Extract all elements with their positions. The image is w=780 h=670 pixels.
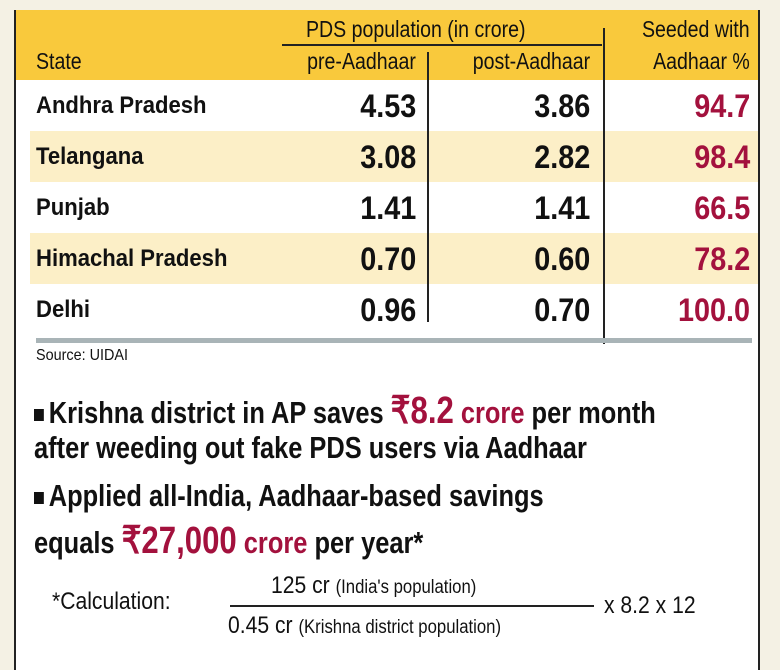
- post-aadhaar-value: 0.60: [533, 241, 590, 277]
- state-name: Delhi: [36, 296, 90, 323]
- bullet-amount: ₹8.2: [390, 390, 454, 432]
- state-name: Punjab: [36, 194, 110, 221]
- bullet-square-icon: [34, 408, 44, 421]
- calc-den-value: 0.45 cr: [228, 612, 293, 639]
- bullet-1-line-2: after weeding out fake PDS users via Aad…: [34, 430, 587, 465]
- pre-aadhaar-value: 3.08: [359, 139, 416, 175]
- seeded-percent-value: 94.7: [693, 88, 750, 124]
- calc-tail: x 8.2 x 12: [604, 592, 696, 619]
- header-seeded-2: Aadhaar %: [653, 48, 750, 74]
- header-group: PDS population (in crore): [306, 16, 526, 42]
- post-aadhaar-value: 2.82: [533, 139, 590, 175]
- bullet-1-line-1: Krishna district in AP saves ₹8.2 crore …: [34, 388, 656, 433]
- bullet-square-icon: [34, 491, 44, 504]
- bullet-text: per month: [524, 395, 656, 430]
- calc-num-value: 125 cr: [271, 572, 330, 599]
- table-row: Delhi 0.96 0.70 100.0: [16, 284, 758, 335]
- pre-aadhaar-value: 4.53: [359, 88, 416, 124]
- divider-pre-post: [427, 52, 429, 322]
- table-header: State PDS population (in crore) pre-Aadh…: [16, 10, 758, 80]
- calc-label: *Calculation:: [52, 588, 171, 615]
- table-row: Himachal Pradesh 0.70 0.60 78.2: [30, 233, 758, 284]
- separator-bar: [36, 338, 752, 343]
- seeded-percent-value: 66.5: [693, 190, 750, 226]
- seeded-percent-value: 98.4: [693, 139, 750, 175]
- seeded-percent-value: 100.0: [677, 292, 750, 328]
- table-row: Telangana 3.08 2.82 98.4: [30, 131, 758, 182]
- pre-aadhaar-value: 0.96: [359, 292, 416, 328]
- calc-numerator: 125 cr (India's population): [271, 572, 476, 600]
- state-name: Telangana: [36, 143, 144, 170]
- pre-aadhaar-value: 1.41: [359, 190, 416, 226]
- bullet-text: equals: [34, 525, 122, 560]
- bullet-amount: ₹27,000: [121, 520, 237, 562]
- bullet-2-line-1: Applied all-India, Aadhaar-based savings: [34, 478, 544, 514]
- bullet-text: Applied all-India, Aadhaar-based savings: [48, 478, 544, 513]
- post-aadhaar-value: 3.86: [533, 88, 590, 124]
- calc-denominator: 0.45 cr (Krishna district population): [228, 612, 501, 640]
- pre-aadhaar-value: 0.70: [359, 241, 416, 277]
- source-note: Source: UIDAI: [36, 347, 129, 364]
- bullet-2-line-2: equals ₹27,000 crore per year*: [34, 518, 423, 563]
- bullet-unit: crore: [236, 525, 308, 560]
- calc-num-note: (India's population): [335, 577, 477, 598]
- divider-seeded: [603, 28, 605, 344]
- bullet-unit: crore: [453, 395, 525, 430]
- header-seeded-1: Seeded with: [642, 16, 750, 42]
- header-pre: pre-Aadhaar: [307, 48, 416, 74]
- header-state: State: [36, 48, 82, 74]
- infographic-panel: State PDS population (in crore) pre-Aadh…: [14, 10, 760, 670]
- seeded-percent-value: 78.2: [693, 241, 750, 277]
- post-aadhaar-value: 1.41: [533, 190, 590, 226]
- bullet-text: per year*: [307, 525, 424, 560]
- table-row: Andhra Pradesh 4.53 3.86 94.7: [16, 80, 758, 131]
- state-name: Himachal Pradesh: [36, 245, 228, 272]
- bullet-text: Krishna district in AP saves: [48, 395, 391, 430]
- calc-den-note: (Krishna district population): [298, 617, 502, 638]
- table-row: Punjab 1.41 1.41 66.5: [16, 182, 758, 233]
- state-name: Andhra Pradesh: [36, 92, 207, 119]
- post-aadhaar-value: 0.70: [533, 292, 590, 328]
- header-post: post-Aadhaar: [472, 48, 590, 74]
- fraction-bar: [230, 605, 594, 607]
- header-group-underline: [282, 44, 602, 46]
